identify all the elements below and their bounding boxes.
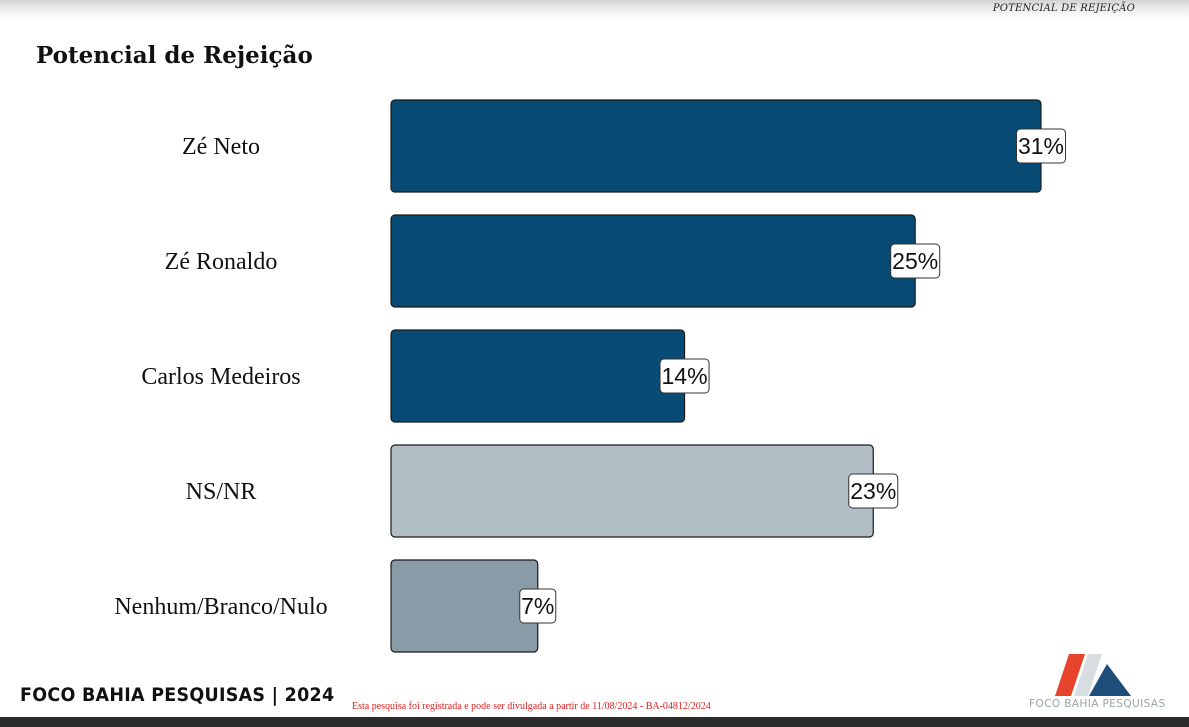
bar	[390, 444, 874, 538]
value-label: 23%	[850, 478, 896, 504]
header-tag: POTENCIAL DE REJEIÇÃO	[992, 3, 1135, 14]
company-logo	[1055, 654, 1131, 696]
page-title: Potencial de Rejeição	[36, 42, 313, 69]
value-label-box	[519, 588, 557, 624]
bar-chart: Zé Neto 31% Zé Ronaldo 25% Carlos Medeiros 14…	[114, 99, 1066, 653]
bar	[390, 99, 1042, 193]
value-label-box	[1016, 128, 1066, 164]
value-label-box	[848, 473, 899, 509]
top-band	[0, 0, 1189, 20]
category-label: Carlos Medeiros	[141, 364, 300, 390]
logo-red-stroke	[1055, 654, 1085, 696]
registration-note: Esta pesquisa foi registrada e pode ser …	[352, 701, 711, 712]
category-label: Nenhum/Branco/Nulo	[114, 594, 327, 620]
bottom-line	[0, 717, 1189, 727]
value-label-box	[659, 358, 710, 394]
logo-text: FOCO BAHIA PESQUISAS	[1029, 698, 1166, 710]
value-label: 31%	[1018, 133, 1064, 159]
category-label: NS/NR	[186, 479, 257, 505]
value-label: 7%	[521, 593, 554, 619]
value-label: 14%	[662, 363, 708, 389]
bar	[390, 329, 686, 423]
value-label-box	[890, 243, 941, 279]
footer-brand: FOCO BAHIA PESQUISAS | 2024	[20, 684, 335, 706]
logo-blue-triangle	[1089, 664, 1131, 696]
category-label: Zé Ronaldo	[165, 249, 278, 275]
category-label: Zé Neto	[182, 134, 260, 160]
bar	[390, 559, 539, 653]
value-label: 25%	[892, 248, 938, 274]
logo-light-stroke	[1074, 654, 1102, 696]
bar	[390, 214, 916, 308]
